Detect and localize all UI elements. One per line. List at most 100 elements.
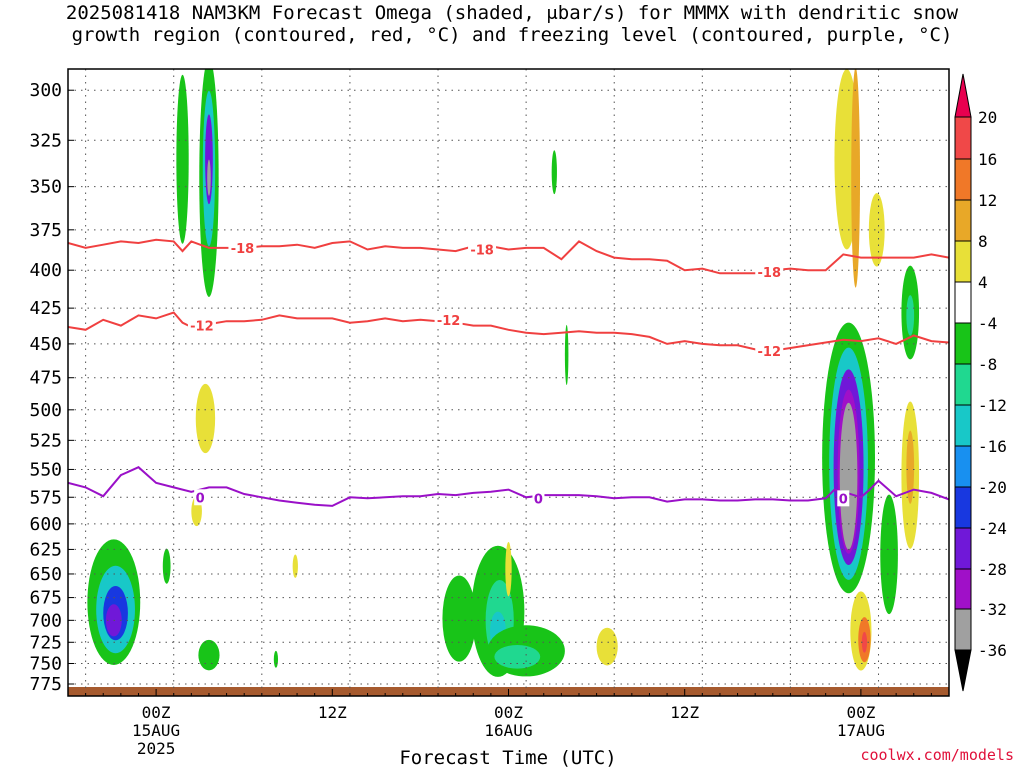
contour-label-bg xyxy=(468,241,497,258)
contour-label-bg xyxy=(837,490,850,507)
x-tick-label: 12Z xyxy=(670,703,699,722)
y-tick-label: 700 xyxy=(29,610,62,631)
contour-label-bg xyxy=(755,263,784,280)
y-tick-label: 475 xyxy=(29,368,62,389)
y-tick-label: 725 xyxy=(29,632,62,653)
colorbar-tick-label: -16 xyxy=(978,437,1007,456)
chart-title: 2025081418 NAM3KM Forecast Omega (shaded… xyxy=(0,2,1024,46)
colorbar: 20 16 12 8 4 -4 -8 -12 -16 -20 -24 -28 -32 -36 xyxy=(954,73,1007,692)
chart-title-line2: growth region (contoured, red, °C) and f… xyxy=(71,24,953,46)
y-tick-label: 650 xyxy=(29,564,62,585)
omega-region xyxy=(596,627,618,666)
colorbar-tick-label: -12 xyxy=(978,396,1007,415)
x-tick-year: 2025 xyxy=(137,739,176,758)
x-tick-date: 15AUG xyxy=(132,721,180,740)
contour-label: -18 xyxy=(758,266,782,281)
colorbar-segment xyxy=(954,608,972,651)
omega-region xyxy=(207,159,211,196)
y-tick-label: 325 xyxy=(29,130,62,151)
credit-text: coolwx.com/models xyxy=(860,746,1014,764)
chart-title-line1: 2025081418 NAM3KM Forecast Omega (shaded… xyxy=(65,2,959,24)
omega-region xyxy=(868,193,885,267)
x-tick-label: 00Z xyxy=(846,703,875,722)
contour-label-bg xyxy=(755,342,784,359)
omega-region xyxy=(273,650,279,668)
contour-label: -18 xyxy=(470,244,494,259)
omega-region xyxy=(839,402,858,550)
omega-region xyxy=(162,548,171,584)
colorbar-tick-label: 20 xyxy=(978,108,997,127)
colorbar-segment xyxy=(954,445,972,488)
omega-region xyxy=(292,554,298,578)
contour-label-bg xyxy=(228,239,257,256)
y-tick-label: 600 xyxy=(29,514,62,535)
y-tick-label: 675 xyxy=(29,588,62,609)
contour-label-bg xyxy=(532,490,545,507)
contour-label: -12 xyxy=(758,345,782,360)
colorbar-tick-label: -8 xyxy=(978,355,997,374)
omega-region xyxy=(198,639,220,671)
colorbar-segment xyxy=(954,363,972,406)
colorbar-arrow-bottom xyxy=(954,649,972,692)
omega-region xyxy=(906,430,915,504)
y-tick-label: 775 xyxy=(29,674,62,695)
colorbar-segment xyxy=(954,404,972,447)
omega-region xyxy=(195,383,216,454)
contour-label: 0 xyxy=(534,492,543,507)
y-tick-label: 575 xyxy=(29,487,62,508)
colorbar-tick-label: 4 xyxy=(978,273,988,292)
colorbar-segment xyxy=(954,486,972,529)
x-tick-label: 00Z xyxy=(142,703,171,722)
contour-label: -18 xyxy=(231,242,255,257)
y-tick-label: 350 xyxy=(29,177,62,198)
colorbar-segment xyxy=(954,281,972,324)
grid-lines xyxy=(68,69,949,696)
colorbar-segment xyxy=(954,527,972,570)
contour-label-bg xyxy=(194,489,207,506)
y-tick-label: 400 xyxy=(29,260,62,281)
omega-region xyxy=(880,494,898,615)
y-tick-label: 750 xyxy=(29,653,62,674)
colorbar-tick-label: -36 xyxy=(978,641,1007,660)
y-axis: 300 325 350 375 400 425 450 475 500 525 550 575 600 6… xyxy=(29,80,74,695)
contour-line xyxy=(68,466,949,507)
y-tick-label: 450 xyxy=(29,334,62,355)
colorbar-tick-label: 12 xyxy=(978,191,997,210)
y-tick-label: 550 xyxy=(29,459,62,480)
colorbar-segment xyxy=(954,568,972,610)
contour-label-layer: -18 -18 -18 -12 -12 -12 0 0 0 xyxy=(187,239,850,507)
omega-region xyxy=(906,295,915,336)
colorbar-tick-label: -32 xyxy=(978,600,1007,619)
colorbar-segment xyxy=(954,322,972,365)
y-tick-label: 500 xyxy=(29,400,62,421)
x-tick-label: 00Z xyxy=(494,703,523,722)
x-tick-label: 12Z xyxy=(318,703,347,722)
x-tick-date: 16AUG xyxy=(484,721,532,740)
colorbar-tick-label: -24 xyxy=(978,519,1007,538)
contour-line xyxy=(68,238,949,275)
y-tick-label: 300 xyxy=(29,80,62,101)
colorbar-tick-label: -20 xyxy=(978,478,1007,497)
colorbar-arrow-top xyxy=(954,73,972,118)
omega-region xyxy=(505,541,512,597)
colorbar-segment xyxy=(954,199,972,242)
omega-shading-layer xyxy=(87,69,920,677)
y-tick-label: 425 xyxy=(29,298,62,319)
omega-region xyxy=(861,631,868,653)
omega-region xyxy=(176,74,189,244)
contour-label-bg xyxy=(434,311,463,328)
contour-label: -12 xyxy=(437,314,461,329)
contour-label: -12 xyxy=(190,320,214,335)
y-tick-label: 525 xyxy=(29,430,62,451)
omega-region xyxy=(494,644,541,669)
contour-label: 0 xyxy=(196,491,205,506)
contour-layer xyxy=(68,238,949,507)
colorbar-tick-label: -4 xyxy=(978,314,997,333)
colorbar-segment xyxy=(954,158,972,201)
colorbar-tick-label: 16 xyxy=(978,150,997,169)
colorbar-segment xyxy=(954,116,972,160)
x-axis-label: Forecast Time (UTC) xyxy=(399,747,616,768)
colorbar-tick-label: 8 xyxy=(978,232,988,251)
